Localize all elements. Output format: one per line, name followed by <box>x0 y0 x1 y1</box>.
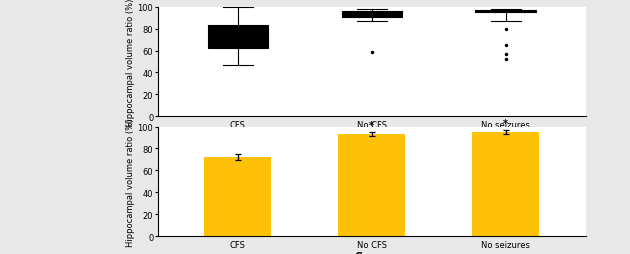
Text: *: * <box>503 119 508 129</box>
Bar <box>472 133 539 236</box>
Bar <box>338 135 405 236</box>
X-axis label: Group: Group <box>355 251 389 254</box>
X-axis label: Group: Group <box>355 131 389 141</box>
Y-axis label: Hippocampal volume ratio (%): Hippocampal volume ratio (%) <box>126 0 135 126</box>
PathPatch shape <box>208 26 268 49</box>
Y-axis label: Hippocampal volume ratio (%): Hippocampal volume ratio (%) <box>126 118 135 246</box>
PathPatch shape <box>476 11 536 13</box>
Bar <box>204 157 272 236</box>
Text: *: * <box>369 121 374 131</box>
PathPatch shape <box>341 12 402 18</box>
